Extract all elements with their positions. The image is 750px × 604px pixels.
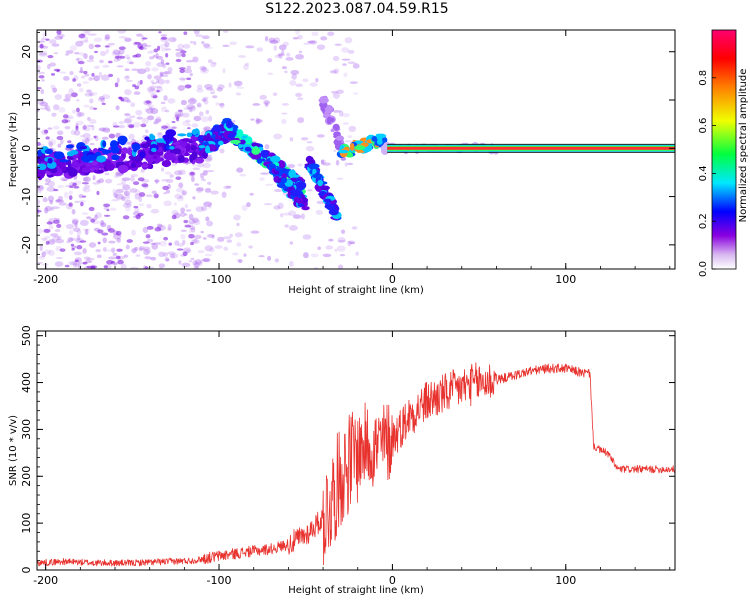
colorbar-tick-label-0: 0.0: [698, 261, 709, 277]
spectrogram-ytick-label-3: 10: [20, 93, 33, 107]
snr-xlabel: Height of straight line (km): [288, 585, 424, 596]
snr-xtick-label-1: -100: [207, 574, 232, 587]
snr-frame: [36, 330, 676, 571]
snr-ytick-label-5: 500: [20, 325, 33, 346]
snr-xtick-label-0: -200: [33, 574, 58, 587]
snr-xtick-label-3: 100: [555, 574, 576, 587]
colorbar-label: Normalized spectral amplitude: [738, 69, 749, 223]
spectrogram-xtick-label-3: 100: [555, 273, 576, 286]
colorbar-gradient: [711, 29, 737, 270]
colorbar-tick-label-3: 0.6: [698, 118, 709, 134]
spectrogram-xtick-label-0: -200: [33, 273, 58, 286]
colorbar: 0.0 0.2 0.4 0.6 0.8 Normalized spectral ampli…: [698, 29, 749, 277]
figure-title: S122.2023.087.04.59.R15: [265, 1, 449, 17]
spectrogram-xtick-label-2: 0: [389, 273, 396, 286]
spectrogram-ytick-label-4: 20: [20, 45, 33, 59]
snr-ytick-label-1: 100: [20, 513, 33, 534]
colorbar-tick-label-4: 0.8: [698, 70, 709, 86]
snr-ylabel: SNR (10 * v/v): [8, 415, 19, 486]
spectrogram-ytick-label-1: -10: [20, 188, 33, 206]
snr-ytick-label-4: 400: [20, 372, 33, 393]
snr-ytick-label-3: 300: [20, 419, 33, 440]
spectrogram-ylabel: Frequency (Hz): [8, 112, 19, 188]
spectrogram-frame: [36, 29, 676, 270]
snr-ytick-label-0: 0: [20, 567, 33, 574]
spectrogram-ytick-label-0: -20: [20, 236, 33, 254]
spectrogram-xtick-label-1: -100: [207, 273, 232, 286]
colorbar-tick-label-2: 0.4: [698, 165, 709, 181]
colorbar-tick-label-1: 0.2: [698, 213, 709, 229]
snr-xtick-label-2: 0: [389, 574, 396, 587]
spectrogram-ytick-label-2: 0: [20, 145, 33, 152]
snr-series-line: [37, 362, 675, 567]
main-tone-core: [387, 146, 675, 150]
snr-ytick-label-2: 200: [20, 466, 33, 487]
snr-panel: -200 -100 0 100 0 100 200 300 400 500 Height of st…: [8, 325, 676, 596]
main-tone-line: [387, 143, 675, 153]
spectrogram-xlabel: Height of straight line (km): [288, 285, 424, 296]
